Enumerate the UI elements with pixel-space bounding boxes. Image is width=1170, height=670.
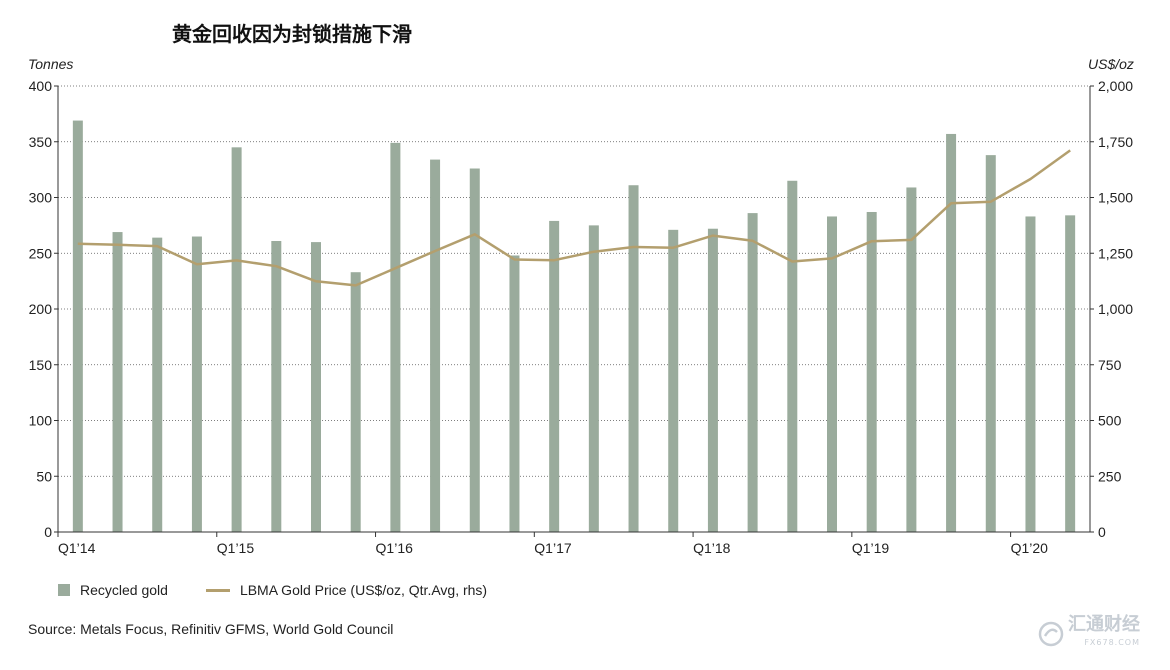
bar-recycled-gold <box>430 159 441 532</box>
bar-recycled-gold <box>668 229 679 532</box>
x-tick-label: Q1’20 <box>1011 540 1049 556</box>
bar-recycled-gold <box>350 272 361 532</box>
right-tick-label: 500 <box>1098 413 1122 429</box>
line-series <box>77 149 1071 287</box>
left-tick-label: 0 <box>44 524 52 540</box>
bar-recycled-gold <box>549 220 560 533</box>
swirl-logo-icon <box>1038 621 1064 647</box>
left-tick-label: 400 <box>29 78 53 94</box>
watermark: 汇通财经 FX678.COM <box>1038 616 1140 652</box>
bar-recycled-gold <box>469 168 480 532</box>
left-tick-label: 150 <box>29 357 53 373</box>
bar-recycled-gold <box>112 232 123 532</box>
left-tick-label: 250 <box>29 245 53 261</box>
x-tick-labels: Q1’14 Q1’15 Q1’16 Q1’17 Q1’18 Q1’19 Q1’20 <box>57 532 1049 556</box>
left-tick-label: 300 <box>29 190 53 206</box>
legend-swatch-bar <box>58 584 70 596</box>
bar-recycled-gold <box>72 120 83 532</box>
right-tick-labels: 0 250 500 750 1,000 1,250 1,500 1,750 2,000 <box>1090 78 1133 540</box>
legend-swatch-line <box>205 588 230 592</box>
left-tick-label: 50 <box>36 468 52 484</box>
legend-item-gold-price: LBMA Gold Price (US$/oz, Qtr.Avg, rhs) <box>205 582 488 598</box>
bar-series <box>72 120 1076 533</box>
right-axis-unit: US$/oz <box>1088 56 1134 72</box>
bar-recycled-gold <box>827 216 837 532</box>
bar-recycled-gold <box>271 240 282 533</box>
bar-recycled-gold <box>747 213 758 533</box>
bar-recycled-gold <box>152 237 163 532</box>
x-tick-label: Q1’17 <box>534 540 572 556</box>
right-tick-label: 1,000 <box>1098 301 1133 317</box>
x-tick-label: Q1’19 <box>852 540 890 556</box>
bar-recycled-gold <box>985 155 996 532</box>
line-gold-price <box>77 149 1071 287</box>
bar-recycled-gold <box>866 211 877 532</box>
bar-recycled-gold <box>1025 216 1036 532</box>
watermark-subtext: FX678.COM <box>1084 638 1140 647</box>
right-tick-label: 1,250 <box>1098 245 1133 261</box>
left-axis-unit: Tonnes <box>28 56 74 72</box>
legend-label-line: LBMA Gold Price (US$/oz, Qtr.Avg, rhs) <box>239 582 488 598</box>
x-tick-label: Q1’16 <box>376 540 414 556</box>
bar-recycled-gold <box>707 228 718 532</box>
left-tick-label: 200 <box>29 301 53 317</box>
legend-label-bar: Recycled gold <box>80 582 168 598</box>
bar-recycled-gold <box>787 180 798 532</box>
right-tick-label: 250 <box>1098 468 1122 484</box>
right-tick-label: 2,000 <box>1098 78 1133 94</box>
source-note: Source: Metals Focus, Refinitiv GFMS, Wo… <box>28 621 394 637</box>
bar-recycled-gold <box>191 236 202 532</box>
bar-recycled-gold <box>390 142 401 533</box>
bar-recycled-gold <box>311 242 321 532</box>
right-tick-label: 1,750 <box>1098 134 1133 150</box>
bar-recycled-gold <box>588 225 599 532</box>
gridlines <box>58 85 1090 477</box>
bar-recycled-gold <box>906 187 917 532</box>
bar-recycled-gold <box>946 133 957 532</box>
right-tick-label: 1,500 <box>1098 190 1133 206</box>
x-tick-label: Q1’18 <box>693 540 731 556</box>
chart-title: 黄金回收因为封锁措施下滑 <box>172 22 412 46</box>
x-tick-label: Q1’15 <box>217 540 255 556</box>
left-tick-label: 100 <box>29 413 53 429</box>
left-tick-label: 350 <box>29 134 53 150</box>
watermark-text: 汇通财经 <box>1068 614 1140 635</box>
bar-recycled-gold <box>1065 215 1076 532</box>
legend-item-recycled-gold: Recycled gold <box>58 582 168 598</box>
legend: Recycled gold LBMA Gold Price (US$/oz, Q… <box>58 582 525 598</box>
bar-recycled-gold <box>509 255 520 533</box>
right-tick-label: 750 <box>1098 357 1122 373</box>
bar-recycled-gold <box>231 147 242 532</box>
left-tick-labels: 0 50 100 150 200 250 300 350 400 <box>29 78 58 540</box>
right-tick-label: 0 <box>1098 524 1106 540</box>
x-tick-label: Q1’14 <box>58 540 96 556</box>
bar-recycled-gold <box>628 185 639 533</box>
